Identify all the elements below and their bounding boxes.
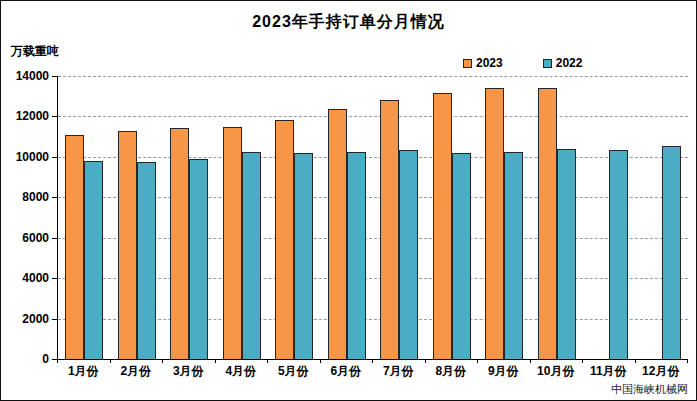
- x-tick-label-12月份: 12月份: [635, 363, 688, 380]
- x-tick-label-7月份: 7月份: [372, 363, 425, 380]
- x-tick-mark: [687, 359, 688, 363]
- gridline-10000: [58, 157, 688, 158]
- y-tick-mark: [52, 238, 57, 239]
- x-tick-label-5月份: 5月份: [267, 363, 320, 380]
- y-tick-mark: [52, 116, 57, 117]
- legend-label-2022: 2022: [556, 56, 583, 70]
- x-tick-mark: [372, 359, 373, 363]
- x-tick-mark: [57, 359, 58, 363]
- bar-2023-1月份: [65, 135, 84, 359]
- x-tick-mark: [162, 359, 163, 363]
- bar-2023-2月份: [118, 131, 137, 359]
- x-tick-label-6月份: 6月份: [320, 363, 373, 380]
- legend-swatch-2022: [543, 59, 552, 68]
- x-tick-mark: [110, 359, 111, 363]
- bar-2023-8月份: [433, 93, 452, 359]
- legend-item-2022: 2022: [543, 56, 583, 70]
- legend-swatch-2023: [463, 59, 472, 68]
- bar-2022-11月份: [609, 150, 628, 359]
- bar-2023-7月份: [380, 100, 399, 359]
- x-tick-mark: [425, 359, 426, 363]
- bar-2022-8月份: [452, 153, 471, 359]
- y-tick-mark: [52, 197, 57, 198]
- x-tick-label-10月份: 10月份: [530, 363, 583, 380]
- x-tick-mark: [320, 359, 321, 363]
- x-tick-mark: [635, 359, 636, 363]
- x-tick-mark: [267, 359, 268, 363]
- bar-2023-5月份: [275, 120, 294, 359]
- y-tick-mark: [52, 76, 57, 77]
- bar-2023-3月份: [170, 128, 189, 359]
- bar-2023-10月份: [538, 88, 557, 359]
- x-tick-label-1月份: 1月份: [57, 363, 110, 380]
- gridline-12000: [58, 116, 688, 117]
- bar-2022-4月份: [242, 152, 261, 359]
- x-tick-label-9月份: 9月份: [477, 363, 530, 380]
- y-tick-mark: [52, 157, 57, 158]
- bar-2023-9月份: [485, 88, 504, 359]
- bar-2023-4月份: [223, 127, 242, 359]
- y-tick-label-2000: 2000: [5, 312, 49, 326]
- legend-label-2023: 2023: [476, 56, 503, 70]
- x-tick-mark: [582, 359, 583, 363]
- plot-area: [57, 76, 688, 360]
- y-tick-label-6000: 6000: [5, 231, 49, 245]
- bar-2022-1月份: [84, 161, 103, 359]
- chart-title: 2023年手持订单分月情况: [1, 12, 696, 33]
- x-tick-label-4月份: 4月份: [215, 363, 268, 380]
- x-tick-mark: [215, 359, 216, 363]
- x-tick-label-2月份: 2月份: [110, 363, 163, 380]
- y-tick-label-0: 0: [5, 352, 49, 366]
- y-axis-unit-label: 万载重吨: [11, 43, 59, 60]
- x-tick-mark: [477, 359, 478, 363]
- chart-figure: 2023年手持订单分月情况 万载重吨 2023 2022 0 2000 4000 60…: [0, 0, 697, 401]
- bar-2023-6月份: [328, 109, 347, 359]
- bar-2022-9月份: [504, 152, 523, 359]
- y-tick-label-14000: 14000: [5, 69, 49, 83]
- gridline-14000: [58, 76, 688, 77]
- x-tick-label-8月份: 8月份: [425, 363, 478, 380]
- bar-2022-5月份: [294, 153, 313, 359]
- legend-item-2023: 2023: [463, 56, 503, 70]
- y-tick-mark: [52, 319, 57, 320]
- watermark-text: 中国海峡机械网: [611, 382, 688, 397]
- legend: 2023 2022: [463, 56, 582, 70]
- bar-2022-10月份: [557, 149, 576, 359]
- x-tick-mark: [530, 359, 531, 363]
- bar-2022-12月份: [662, 146, 681, 359]
- x-tick-label-11月份: 11月份: [582, 363, 635, 380]
- y-tick-mark: [52, 278, 57, 279]
- y-tick-label-8000: 8000: [5, 190, 49, 204]
- bar-2022-7月份: [399, 150, 418, 359]
- y-tick-label-12000: 12000: [5, 109, 49, 123]
- bar-2022-3月份: [189, 159, 208, 359]
- y-tick-label-10000: 10000: [5, 150, 49, 164]
- bar-2022-6月份: [347, 152, 366, 359]
- x-tick-label-3月份: 3月份: [162, 363, 215, 380]
- y-tick-label-4000: 4000: [5, 271, 49, 285]
- bar-2022-2月份: [137, 162, 156, 359]
